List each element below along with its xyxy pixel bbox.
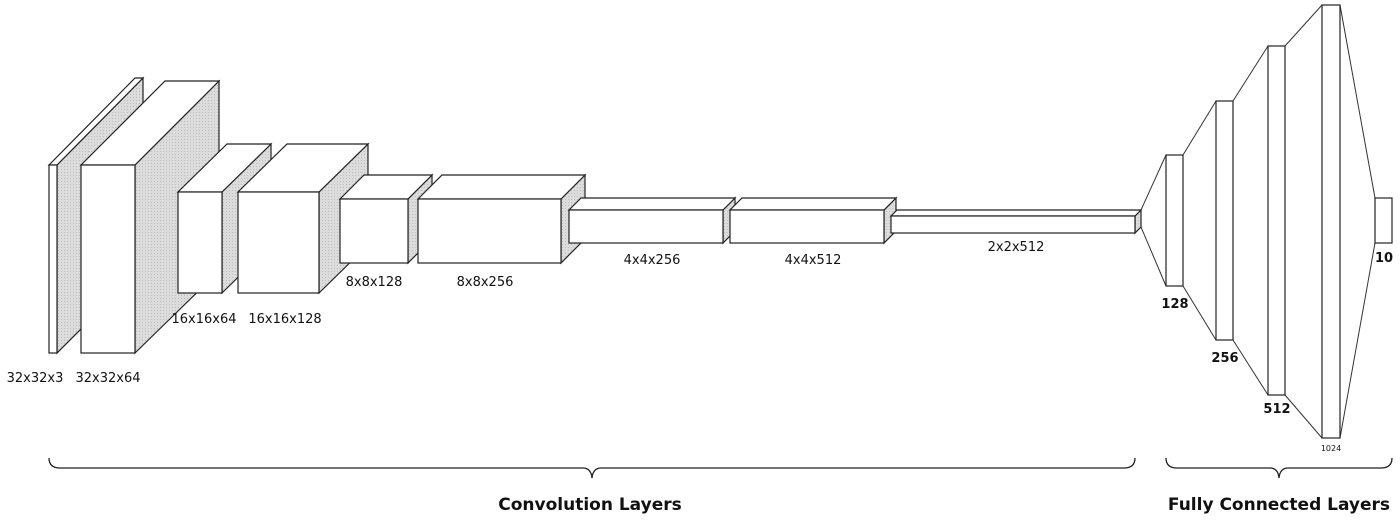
fc-layer-256 xyxy=(1215,100,1234,341)
conv-label-32x32x3: 32x32x3 xyxy=(7,371,64,386)
fc-label-128: 128 xyxy=(1161,297,1188,312)
fc-layer-1024 xyxy=(1321,4,1341,439)
conv-label-32x32x64: 32x32x64 xyxy=(75,371,140,386)
conv-label-2x2x512: 2x2x512 xyxy=(988,240,1045,255)
fc-layer-512 xyxy=(1267,45,1286,396)
fc-group-label: Fully Connected Layers xyxy=(1168,495,1390,515)
conv-label-4x4x256: 4x4x256 xyxy=(624,253,681,268)
conv-label-8x8x128: 8x8x128 xyxy=(346,275,403,290)
fc-label-512: 512 xyxy=(1263,402,1290,417)
fc-label-1024: 1024 xyxy=(1321,444,1341,453)
fc-label-10: 10 xyxy=(1375,251,1393,266)
conv-label-8x8x256: 8x8x256 xyxy=(457,275,514,290)
conv-group-brace xyxy=(48,457,1136,479)
conv-block-8x8x256 xyxy=(416,173,587,265)
conv-block-2x2x512 xyxy=(889,208,1143,235)
fc-label-256: 256 xyxy=(1211,351,1238,366)
fc-group-brace xyxy=(1165,457,1393,479)
fc-connectors xyxy=(1140,4,1376,439)
conv-block-4x4x512 xyxy=(728,196,898,245)
conv-label-16x16x64: 16x16x64 xyxy=(171,312,236,327)
fc-layer-128 xyxy=(1165,154,1184,287)
conv-block-4x4x256 xyxy=(567,196,737,245)
conv-label-16x16x128: 16x16x128 xyxy=(248,312,321,327)
conv-label-4x4x512: 4x4x512 xyxy=(785,253,842,268)
fc-layer-10 xyxy=(1374,197,1393,244)
conv-group-label: Convolution Layers xyxy=(498,495,682,515)
